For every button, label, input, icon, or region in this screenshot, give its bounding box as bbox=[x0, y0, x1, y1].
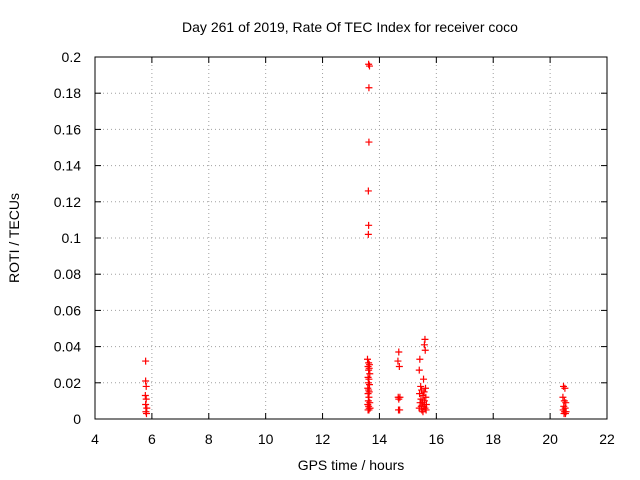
y-tick-label: 0.04 bbox=[54, 339, 81, 355]
data-point bbox=[395, 395, 403, 403]
data-point bbox=[142, 401, 150, 409]
axis-ticks: 4 6 8 10 12 14 16 18 20 22 0 0.02 0.04 0.06 0.08 0.1 0.1… bbox=[54, 49, 615, 447]
x-tick-label: 14 bbox=[372, 431, 388, 447]
data-point bbox=[396, 393, 404, 401]
y-tick-label: 0.14 bbox=[54, 158, 81, 174]
data-point bbox=[395, 348, 403, 356]
y-tick-label: 0.16 bbox=[54, 121, 81, 137]
data-point bbox=[366, 404, 374, 412]
x-tick-label: 16 bbox=[429, 431, 445, 447]
y-tick-label: 0.1 bbox=[62, 230, 82, 246]
data-point bbox=[366, 370, 374, 378]
data-point bbox=[142, 410, 150, 418]
y-tick-label: 0.02 bbox=[54, 375, 81, 391]
data-point bbox=[420, 375, 428, 383]
data-point bbox=[421, 346, 429, 354]
y-axis-label: ROTI / TECUs bbox=[6, 193, 22, 283]
data-point bbox=[365, 221, 373, 229]
data-point bbox=[415, 366, 423, 374]
data-point bbox=[364, 390, 372, 398]
data-point bbox=[561, 384, 569, 392]
data-point bbox=[364, 187, 372, 195]
data-point bbox=[418, 399, 426, 407]
data-point bbox=[422, 393, 430, 401]
data-point bbox=[559, 393, 567, 401]
data-point bbox=[363, 355, 371, 363]
x-axis-label: GPS time / hours bbox=[298, 457, 405, 473]
data-point bbox=[559, 382, 567, 390]
x-tick-label: 6 bbox=[148, 431, 156, 447]
data-point bbox=[365, 84, 373, 92]
x-tick-label: 18 bbox=[485, 431, 501, 447]
data-point bbox=[416, 355, 424, 363]
data-point bbox=[395, 363, 403, 371]
data-point bbox=[364, 230, 372, 238]
data-point bbox=[142, 382, 150, 390]
data-point bbox=[394, 357, 402, 365]
y-tick-label: 0.08 bbox=[54, 266, 81, 282]
x-tick-label: 4 bbox=[91, 431, 99, 447]
x-tick-label: 20 bbox=[542, 431, 558, 447]
data-point bbox=[396, 406, 404, 414]
data-point bbox=[365, 366, 373, 374]
data-point bbox=[141, 391, 149, 399]
x-tick-label: 10 bbox=[258, 431, 274, 447]
data-point bbox=[365, 138, 373, 146]
data-point bbox=[365, 60, 373, 68]
x-tick-label: 8 bbox=[205, 431, 213, 447]
data-point bbox=[561, 410, 569, 418]
data-point bbox=[420, 341, 428, 349]
y-tick-label: 0.18 bbox=[54, 85, 81, 101]
y-tick-label: 0 bbox=[73, 411, 81, 427]
y-tick-label: 0.06 bbox=[54, 302, 81, 318]
data-point bbox=[419, 408, 427, 416]
grid bbox=[95, 57, 607, 419]
data-point bbox=[365, 381, 373, 389]
x-tick-label: 22 bbox=[599, 431, 615, 447]
x-tick-label: 12 bbox=[315, 431, 331, 447]
data-point bbox=[422, 384, 430, 392]
data-point bbox=[365, 406, 373, 414]
y-tick-label: 0.12 bbox=[54, 194, 81, 210]
data-points bbox=[141, 60, 570, 418]
y-tick-label: 0.2 bbox=[62, 49, 82, 65]
chart-title: Day 261 of 2019, Rate Of TEC Index for r… bbox=[182, 19, 518, 35]
data-point bbox=[420, 388, 428, 396]
data-point bbox=[365, 62, 373, 70]
data-point bbox=[142, 357, 150, 365]
data-point bbox=[417, 382, 425, 390]
